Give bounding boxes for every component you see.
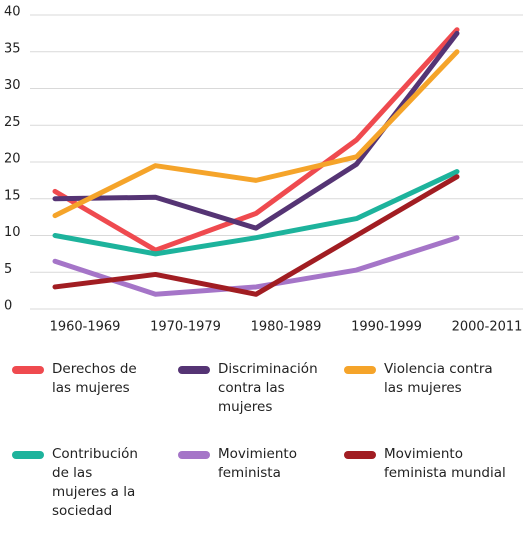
y-tick-label: 25 bbox=[4, 115, 21, 130]
legend-label: Discriminación contra las mujeres bbox=[218, 361, 318, 415]
series-line bbox=[52, 49, 460, 219]
legend-label: Movimiento feminista mundial bbox=[384, 446, 506, 481]
x-tick-label: 1980-1989 bbox=[251, 320, 322, 335]
y-tick-label: 5 bbox=[4, 262, 12, 277]
x-tick-label: 1990-1999 bbox=[351, 320, 422, 335]
legend-label: Derechos de las mujeres bbox=[52, 361, 137, 396]
plot: 0 5 10 15 20 25 30 35 40 1960-1969 1970-1979 1980-1… bbox=[4, 5, 523, 335]
legend-item: Discriminación contra las mujeres bbox=[178, 360, 318, 417]
legend-label: Contribución de las mujeres a la socieda… bbox=[52, 446, 138, 519]
y-tick-label: 35 bbox=[4, 41, 21, 56]
y-tick-label: 0 bbox=[4, 299, 12, 314]
legend-swatch bbox=[12, 366, 44, 374]
x-tick-label: 1960-1969 bbox=[50, 320, 121, 335]
x-tick-label: 2000-2011 bbox=[452, 320, 523, 335]
y-tick-label: 20 bbox=[4, 152, 21, 167]
legend-swatch bbox=[344, 366, 376, 374]
legend-label: Movimiento feminista bbox=[218, 446, 297, 481]
legend-swatch bbox=[178, 451, 210, 459]
legend-item: Contribución de las mujeres a la socieda… bbox=[12, 445, 147, 521]
legend-swatch bbox=[344, 451, 376, 459]
series-line bbox=[52, 27, 460, 253]
x-tick-label: 1970-1979 bbox=[150, 320, 221, 335]
y-tick-label: 15 bbox=[4, 188, 21, 203]
legend-item: Violencia contra las mujeres bbox=[344, 360, 506, 398]
y-tick-label: 10 bbox=[4, 225, 21, 240]
legend-swatch bbox=[12, 451, 44, 459]
series-line bbox=[52, 169, 460, 257]
series-line bbox=[52, 174, 460, 297]
legend-label: Violencia contra las mujeres bbox=[384, 361, 493, 396]
series-line bbox=[52, 235, 460, 297]
y-tick-label: 40 bbox=[4, 5, 21, 20]
y-tick-label: 30 bbox=[4, 78, 21, 93]
legend-item: Derechos de las mujeres bbox=[12, 360, 147, 398]
legend-item: Movimiento feminista bbox=[178, 445, 318, 483]
legend-item: Movimiento feminista mundial bbox=[344, 445, 506, 483]
legend-swatch bbox=[178, 366, 210, 374]
